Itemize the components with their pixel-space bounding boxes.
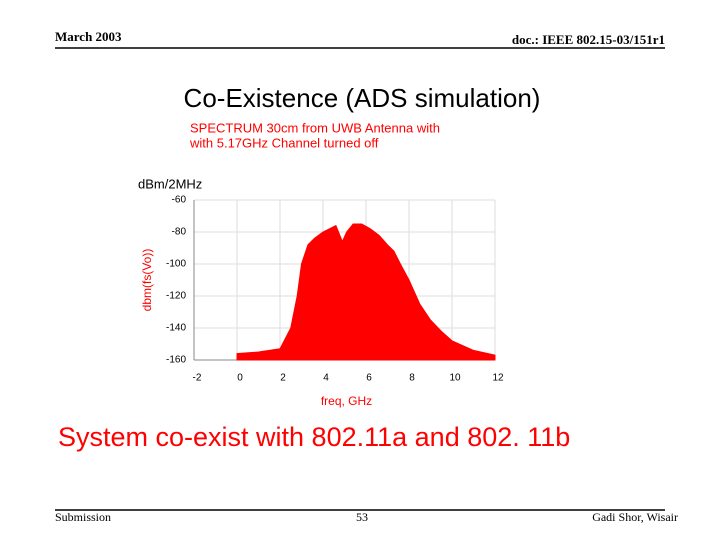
chart-title: SPECTRUM 30cm from UWB Antenna with <box>190 120 440 135</box>
y-tick-label: -100 <box>166 259 186 270</box>
chart: SPECTRUM 30cm from UWB Antenna withwith … <box>138 120 504 408</box>
x-tick-label: 4 <box>323 373 329 384</box>
y-tick-label: -140 <box>166 323 186 334</box>
y-tick-label: -120 <box>166 291 186 302</box>
y-unit: dBm/2MHz <box>138 176 202 191</box>
footer-page: 53 <box>356 510 368 524</box>
footer-left: Submission <box>55 510 111 524</box>
footer-right: Gadi Shor, Wisair <box>592 510 678 524</box>
header-doc: doc.: IEEE 802.15-03/151r1 <box>512 32 665 47</box>
x-tick-label: 6 <box>366 373 372 384</box>
y-tick-label: -60 <box>172 195 187 206</box>
y-tick-label: -80 <box>172 227 187 238</box>
x-axis-label: freq, GHz <box>321 394 372 408</box>
x-tick-label: 12 <box>492 373 504 384</box>
y-axis-label: dbm(fs(Vo)) <box>140 249 154 312</box>
chart-title: with 5.17GHz Channel turned off <box>189 135 379 150</box>
x-tick-label: -2 <box>193 373 202 384</box>
slide-title: Co-Existence (ADS simulation) <box>184 83 541 113</box>
caption: System co-exist with 802.11a and 802. 11… <box>58 422 570 452</box>
x-tick-label: 8 <box>409 373 415 384</box>
spectrum-area <box>236 223 496 361</box>
y-tick-label: -160 <box>166 355 186 366</box>
x-tick-label: 2 <box>280 373 286 384</box>
x-tick-label: 10 <box>449 373 461 384</box>
header-date: March 2003 <box>55 29 122 44</box>
x-tick-label: 0 <box>237 373 243 384</box>
